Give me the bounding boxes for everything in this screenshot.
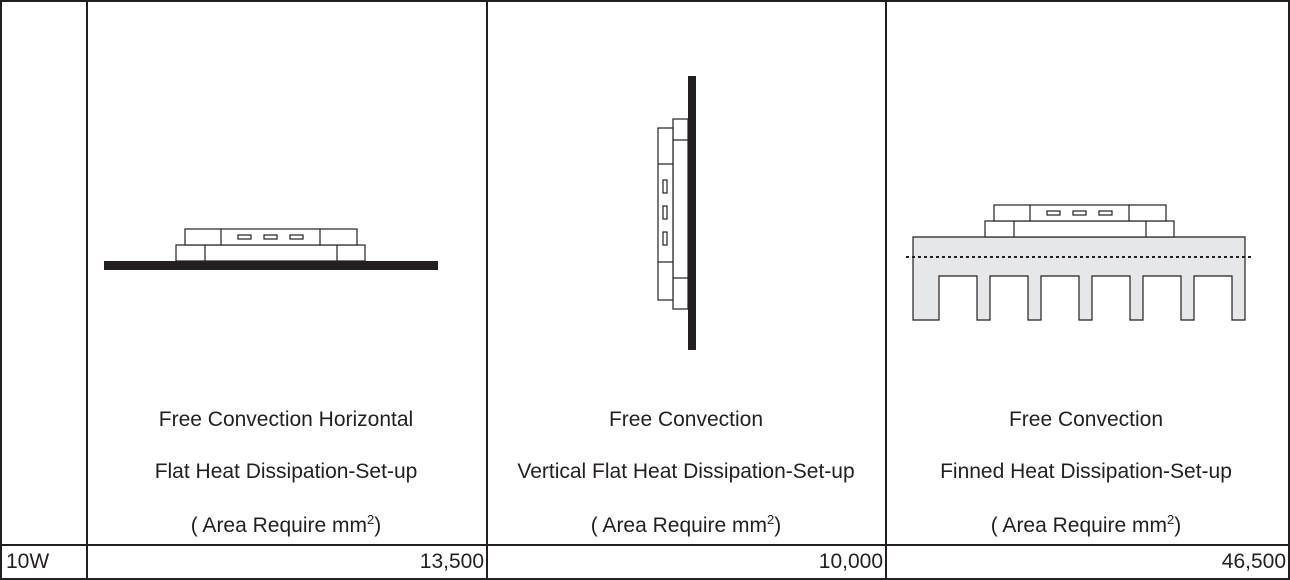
column-3-caption-line-2: Finned Heat Dissipation-Set-up: [940, 460, 1232, 483]
column-1-caption-line-1: Free Convection Horizontal: [158, 408, 414, 431]
vertical-heat-plate: [688, 76, 696, 350]
column-2-superscript: 2: [767, 512, 775, 527]
column-1-superscript: 2: [367, 512, 375, 527]
horizontal-heat-plate: [104, 261, 438, 270]
column-3-area-label: ( Area Require mm: [990, 514, 1167, 537]
column-1-area-value: 13,500: [419, 550, 484, 573]
row-label-power: 10W: [6, 550, 50, 573]
table-row-divider: [0, 544, 1290, 546]
vertical-flat-setup-diagram: [657, 76, 696, 350]
finned-heatsink: [912, 236, 1246, 321]
column-2-close-paren: ): [774, 514, 782, 537]
table-border-top: [0, 0, 1290, 2]
column-3-caption-line-3: ( Area Require mm2): [887, 508, 1285, 538]
table-divider-3: [885, 0, 887, 580]
column-2-area-label: ( Area Require mm: [590, 514, 767, 537]
column-1-area-label: ( Area Require mm: [190, 514, 367, 537]
column-2-caption-line-2: Vertical Flat Heat Dissipation-Set-up: [517, 460, 855, 483]
finned-setup-diagram: [906, 204, 1253, 321]
column-1-caption-line-3: ( Area Require mm2): [87, 508, 485, 538]
horizontal-flat-setup-diagram: [104, 228, 438, 270]
table-border-bottom: [0, 578, 1290, 580]
table-divider-2: [486, 0, 488, 580]
column-3-close-paren: ): [1174, 514, 1182, 537]
column-2-caption-line-1: Free Convection: [608, 408, 764, 431]
column-1-caption-line-2: Flat Heat Dissipation-Set-up: [154, 460, 418, 483]
column-3-area-value: 46,500: [1221, 550, 1286, 573]
column-3-caption-line-1: Free Convection: [1008, 408, 1164, 431]
vertical-module-base: [672, 118, 689, 310]
column-2-area-value: 10,000: [818, 550, 883, 573]
table-divider-1: [86, 0, 88, 580]
table-border-right: [1288, 0, 1290, 580]
column-1-close-paren: ): [374, 514, 382, 537]
column-2-caption-line-3: ( Area Require mm2): [487, 508, 885, 538]
table-border-left: [0, 0, 2, 580]
column-3-superscript: 2: [1167, 512, 1175, 527]
